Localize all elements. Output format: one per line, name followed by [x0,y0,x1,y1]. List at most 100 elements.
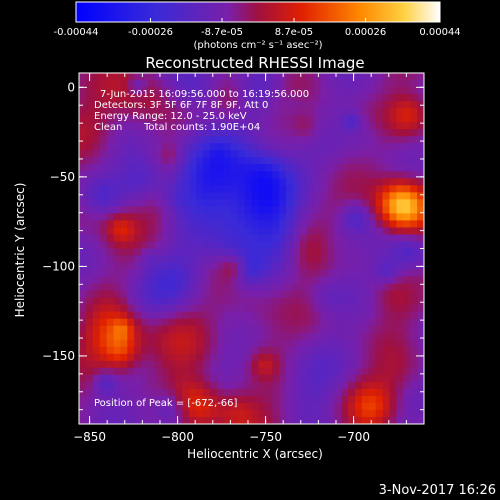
heatmap-cell [203,332,211,341]
heatmap-cell [334,255,342,263]
heatmap-cell [217,367,225,376]
heatmap-cell [348,339,356,348]
heatmap-cell [251,269,259,277]
heatmap-cell [348,360,356,369]
heatmap-cell [382,129,390,137]
heatmap-cell [203,381,211,390]
heatmap-cell [382,255,390,263]
heatmap-cell [368,262,377,270]
heatmap-cell [299,402,308,411]
heatmap-cell [258,101,266,109]
heatmap-cell [251,339,259,348]
heatmap-cell [320,388,328,397]
heatmap-cell [403,339,411,348]
heatmap-cell [106,304,114,313]
heatmap-cell [203,325,211,334]
heatmap-cell [265,269,273,277]
heatmap-cell [375,178,383,186]
heatmap-cell [154,129,163,137]
heatmap-cell [141,108,149,116]
heatmap-cell [403,374,411,383]
heatmap-cell [161,290,170,299]
heatmap-cell [306,234,314,242]
heatmap-cell [355,227,363,235]
heatmap-cell [127,367,135,376]
heatmap-cell [306,185,314,193]
heatmap-cell [396,318,404,327]
heatmap-cell [203,227,211,235]
heatmap-cell [127,290,135,299]
heatmap-cell [341,409,349,418]
heatmap-cell [79,367,87,376]
heatmap-cell [265,178,273,186]
heatmap-cell [148,269,156,277]
heatmap-cell [265,136,273,144]
heatmap-cell [134,395,142,404]
heatmap-cell [375,80,383,88]
heatmap-cell [410,234,418,242]
heatmap-cell [237,402,245,411]
heatmap-cell [410,332,418,341]
heatmap-cell [396,171,404,179]
heatmap-cell [99,402,107,411]
heatmap-cell [403,353,411,362]
heatmap-cell [106,241,114,249]
heatmap-cell [79,269,87,277]
heatmap-cell [306,192,314,200]
heatmap-cell [327,248,335,256]
heatmap-cell [161,367,170,376]
heatmap-cell [299,199,308,207]
heatmap-cell [182,325,190,334]
heatmap-cell [327,388,335,397]
heatmap-cell [417,311,424,320]
heatmap-cell [182,164,190,172]
heatmap-cell [141,332,149,341]
heatmap-cell [113,318,121,327]
heatmap-cell [134,416,142,424]
heatmap-cell [244,332,252,341]
heatmap-cell [334,360,342,369]
heatmap-cell [182,255,190,263]
heatmap-cell [79,108,87,116]
heatmap-cell [327,157,335,165]
heatmap-cell [106,290,114,299]
heatmap-cell [92,241,101,249]
heatmap-cell [265,276,273,284]
heatmap-cell [327,80,335,88]
heatmap-cell [85,290,94,299]
heatmap-cell [244,269,252,277]
heatmap-cell [382,388,390,397]
footer-timestamp: 3-Nov-2017 16:26 [379,483,496,498]
heatmap-cell [417,157,424,165]
heatmap-cell [127,227,135,235]
heatmap-cell [154,136,163,144]
heatmap-cell [203,108,211,116]
heatmap-cell [106,283,114,292]
heatmap-cell [320,115,328,123]
heatmap-cell [272,311,280,320]
heatmap-cell [148,367,156,376]
heatmap-cell [292,381,301,390]
heatmap-cell [203,255,211,263]
heatmap-cell [244,115,252,123]
heatmap-cell [154,94,163,102]
heatmap-cell [120,255,128,263]
heatmap-cell [99,227,107,235]
heatmap-cell [134,73,142,81]
heatmap-cell [217,332,225,341]
heatmap-cell [79,73,87,81]
heatmap-cell [341,290,349,299]
heatmap-cell [85,388,94,397]
heatmap-cell [196,269,204,277]
heatmap-cell [258,325,266,334]
heatmap-cell [141,178,149,186]
heatmap-cell [403,276,411,284]
heatmap-cell [134,339,142,348]
annotation-detectors: Detectors: 3F 5F 6F 7F 8F 9F, Att 0 [94,100,268,111]
heatmap-cell [79,129,87,137]
heatmap-cell [210,416,218,424]
heatmap-cell [313,122,321,130]
heatmap-cell [272,227,280,235]
heatmap-cell [217,269,225,277]
heatmap-cell [348,129,356,137]
